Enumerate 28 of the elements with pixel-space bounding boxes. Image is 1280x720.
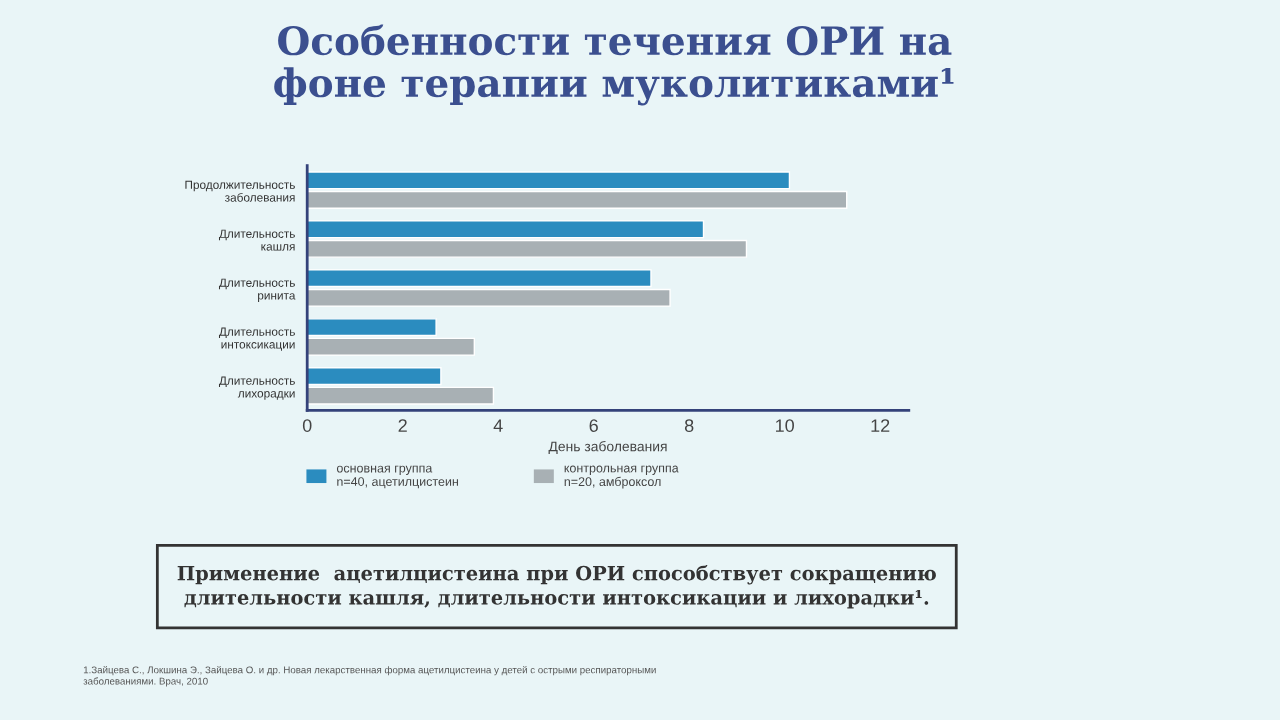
bar	[307, 171, 791, 190]
bar	[307, 318, 437, 337]
bar	[307, 269, 652, 288]
x-tick-label: 8	[684, 419, 694, 432]
x-tick-label: 4	[493, 419, 503, 432]
bar	[307, 239, 748, 258]
x-tick-label: 6	[589, 419, 598, 432]
x-axis-title: День заболевания	[548, 441, 667, 454]
bar	[307, 190, 848, 209]
y-tick-label: Длительность лихорадки	[218, 376, 295, 400]
bar	[307, 386, 495, 405]
bar	[307, 337, 476, 356]
legend-label: контрольная группа n=20, амброксол	[564, 465, 679, 489]
bar	[307, 367, 442, 386]
x-tick-label: 2	[398, 419, 407, 432]
text: Применение ацетилцистеина при ОРИ способствует сокращению длительности кашля, длительности интоксикации и лихорадки¹.	[177, 565, 936, 609]
legend-label: основная группа n=40, ацетилцистеин	[336, 465, 458, 489]
y-tick-label: Длительность интоксикации	[218, 327, 295, 351]
x-tick-label: 12	[871, 419, 890, 432]
y-tick-label: Длительность ринита	[218, 278, 296, 302]
chart-title: Особенности течения ОРИ на фоне терапии муколитиками¹	[274, 24, 954, 106]
text: 1.Зайцева С., Локшина Э., Зайцева О. и др. Новая лекарственная форма ацетилцистеина у детей с острыми респираторными заболеваниями. Врач, 2010	[83, 666, 656, 687]
y-tick-label: Продолжительность заболевания	[185, 180, 295, 202]
y-tick-label: Длительность кашля	[218, 229, 295, 251]
x-tick-label: 10	[776, 419, 794, 432]
bar	[307, 220, 705, 239]
bar	[307, 288, 671, 307]
x-tick-label: 0	[302, 419, 312, 432]
